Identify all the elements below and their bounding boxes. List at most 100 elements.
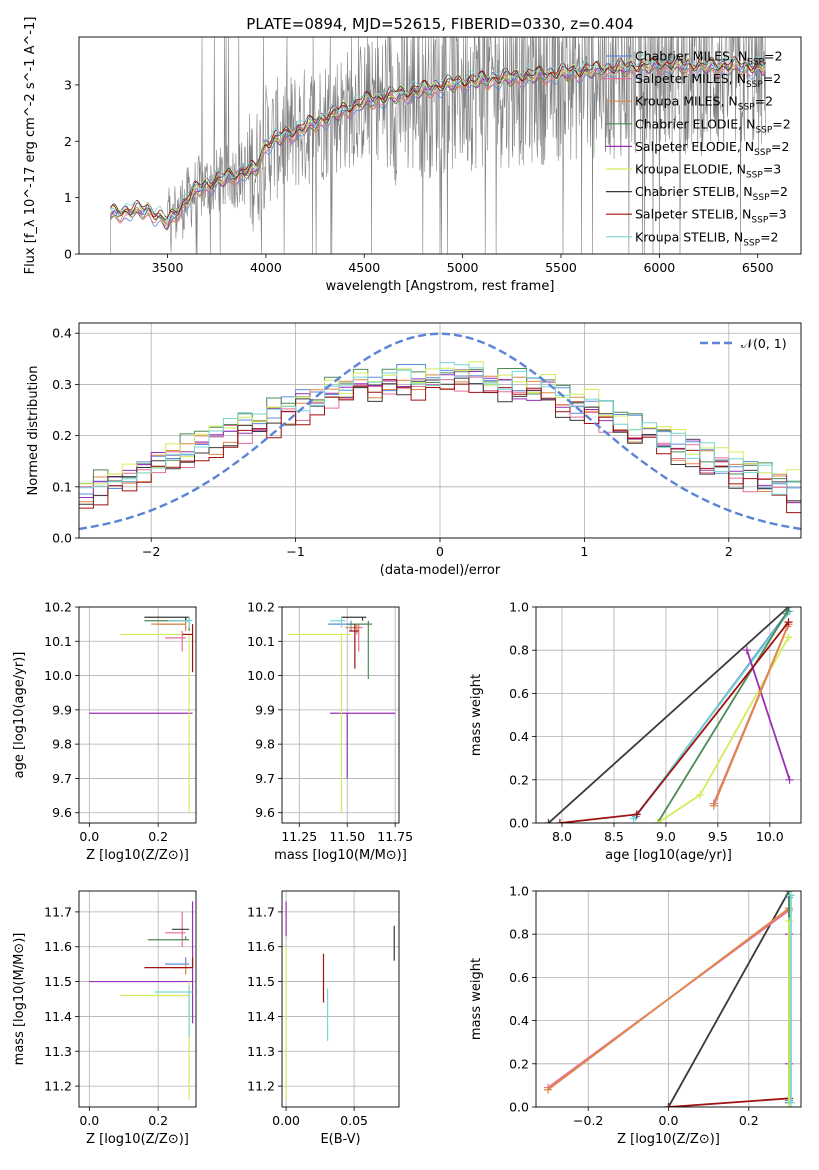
weight-point: [664, 1103, 673, 1107]
x-tick-label: 11.50: [329, 829, 365, 844]
y-tick-label: 11.2: [44, 1079, 72, 1094]
weight-line-7: [547, 607, 790, 823]
x-axis-label: wavelength [Angstrom, rest frame]: [326, 279, 555, 294]
legend-label: 𝒩(0, 1): [741, 336, 787, 351]
x-tick-label: −2: [142, 544, 160, 559]
weight-point: [709, 801, 718, 810]
y-tick-label: 0.6: [509, 970, 529, 985]
y-tick-label: 10.0: [247, 668, 275, 683]
model-spectrum-3: [110, 60, 766, 229]
panel-age_vs_Z: 0.0 0.2 9.6 9.7 9.8 9.9 10.0 10.1 10.2 Z [log10(Z…: [12, 600, 197, 863]
legend-label: Salpeter STELIB, NSSP=3: [635, 207, 787, 226]
y-tick-label: 11.4: [247, 1009, 275, 1024]
panel-residuals: −2 −1 0 1 2 0.0 0.1 0.2 0.3 0.4 (data-model)/error…: [26, 322, 802, 578]
x-tick-label: 8.5: [604, 829, 624, 844]
x-tick-label: 0.0: [659, 1113, 679, 1128]
y-tick-label: 0.4: [52, 326, 72, 341]
x-tick-label: 5000: [447, 260, 479, 275]
panel-age_vs_mass: 11.25 11.50 11.75 9.6 9.7 9.8 9.9 10.0 10.1 10.2 m…: [247, 600, 413, 864]
x-tick-label: 11.25: [281, 829, 317, 844]
axes-frame: [281, 890, 400, 1108]
y-tick-label: 11.5: [44, 974, 72, 989]
axes-frame: [535, 890, 802, 1108]
y-tick-label: 11.3: [247, 1044, 275, 1059]
axes-frame: [78, 322, 802, 539]
x-tick-label: 11.75: [377, 829, 413, 844]
x-tick-label: 0.0: [79, 829, 99, 844]
weight-line-8: [559, 621, 790, 823]
model-spectrum-7: [110, 55, 766, 221]
weight-point: [653, 819, 662, 823]
x-tick-label: −0.2: [573, 1113, 603, 1128]
legend: Chabrier MILES, NSSP=2 Salpeter MILES, NS…: [606, 49, 791, 248]
y-tick-label: 0: [64, 247, 72, 262]
weight-point: [544, 1085, 553, 1094]
x-axis-label: Z [log10(Z/Z⊙)]: [86, 848, 189, 863]
weight-line-7: [667, 891, 790, 1107]
plot-area: [282, 607, 399, 823]
plot-area: [79, 323, 801, 538]
weight-point: [784, 618, 793, 627]
y-tick-label: 0.8: [509, 927, 529, 942]
legend-label: Chabrier ELODIE, NSSP=2: [635, 116, 791, 135]
y-tick-label: 9.8: [255, 737, 275, 752]
y-tick-label: 11.6: [44, 939, 72, 954]
plot-area: [79, 891, 196, 1107]
x-tick-label: 0.05: [340, 1113, 368, 1128]
panel-massweight_vs_age: 8.0 8.5 9.0 9.5 10.0 0.0 0.2 0.4 0.6 0.8 1.0 age [l…: [469, 600, 802, 863]
y-axis-label: Normed distribution: [26, 366, 41, 496]
legend: 𝒩(0, 1): [700, 336, 787, 351]
figure-title: PLATE=0894, MJD=52615, FIBERID=0330, z=0…: [246, 15, 633, 33]
x-tick-label: 9.0: [656, 829, 676, 844]
y-tick-label: 11.4: [44, 1009, 72, 1024]
weight-point: [632, 810, 641, 819]
legend-label: Kroupa ELODIE, NSSP=3: [635, 162, 781, 181]
y-tick-label: 10.2: [247, 600, 275, 615]
histogram-9: [79, 362, 801, 495]
model-spectrum-8: [110, 54, 766, 218]
y-tick-label: 10.0: [44, 668, 72, 683]
plot-area: [282, 891, 399, 1107]
y-tick-label: 9.6: [52, 805, 72, 820]
x-axis-label: mass [log10(M/M⊙)]: [274, 848, 407, 863]
weight-point: [784, 633, 793, 642]
plot-area: [536, 607, 801, 823]
weight-point: [742, 646, 751, 655]
model-spectrum-5: [110, 58, 766, 230]
weight-point: [786, 891, 795, 900]
weight-line-8: [668, 1097, 790, 1107]
axes-frame: [281, 606, 400, 824]
weight-line-3: [712, 623, 790, 807]
y-tick-label: 0.4: [509, 729, 529, 744]
model-spectrum-9: [110, 54, 766, 221]
x-tick-label: −1: [286, 544, 304, 559]
y-tick-label: 2: [64, 134, 72, 149]
y-tick-label: 11.7: [44, 904, 72, 919]
x-axis-label: (data-model)/error: [380, 563, 501, 578]
y-tick-label: 0.0: [509, 816, 529, 831]
y-tick-label: 11.5: [247, 974, 275, 989]
x-tick-label: 0: [436, 544, 444, 559]
x-tick-label: 10.0: [756, 829, 784, 844]
weight-point: [696, 790, 705, 799]
y-tick-label: 0.2: [509, 772, 529, 787]
y-tick-label: 0.6: [509, 686, 529, 701]
legend-label: Chabrier STELIB, NSSP=2: [635, 184, 788, 203]
axes-frame: [78, 606, 197, 824]
y-tick-label: 11.6: [247, 939, 275, 954]
y-axis-label: Flux [f_λ 10^-17 erg cm^-2 s^-1 A^-1]: [23, 17, 38, 275]
weight-line-4: [656, 610, 789, 823]
y-axis-label: mass weight: [469, 958, 484, 1040]
panel-spectrum: 3500 4000 4500 5000 5500 6000 6500 0 1 2 3 waveleng…: [23, 17, 802, 294]
x-tick-label: 0.2: [739, 1113, 759, 1128]
x-tick-label: 0.0: [79, 1113, 99, 1128]
x-tick-label: 4500: [348, 260, 380, 275]
weight-point: [629, 814, 638, 823]
x-tick-label: 8.0: [552, 829, 572, 844]
x-tick-label: 0.2: [148, 829, 168, 844]
y-tick-label: 9.9: [255, 702, 275, 717]
legend-label: Kroupa MILES, NSSP=2: [635, 94, 773, 113]
axes-frame: [78, 890, 197, 1108]
y-tick-label: 9.9: [52, 702, 72, 717]
